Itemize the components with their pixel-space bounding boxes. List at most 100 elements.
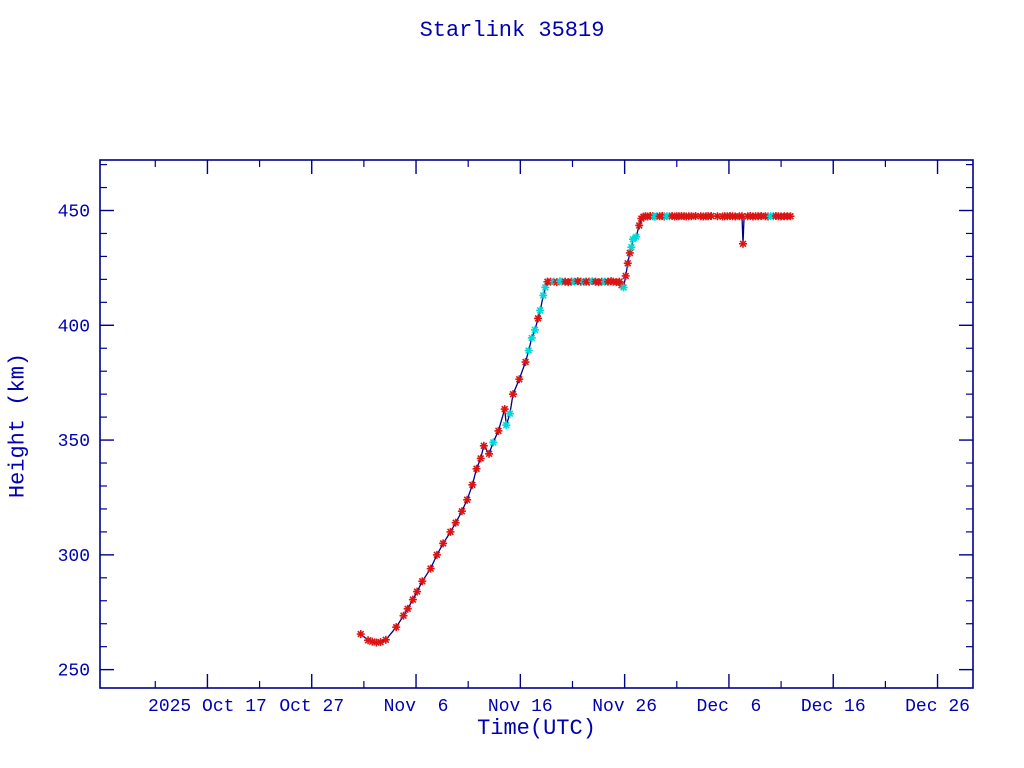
- marker-stroke: [409, 596, 417, 604]
- data-point-marker: [408, 595, 417, 604]
- data-point-marker: [356, 630, 365, 639]
- data-point-marker: [625, 248, 634, 257]
- x-tick-label: Dec 16: [801, 697, 866, 717]
- x-axis-title: Time(UTC): [477, 716, 596, 741]
- data-point-marker: [476, 454, 485, 463]
- marker-stroke: [525, 347, 533, 355]
- marker-stroke: [620, 283, 628, 291]
- y-tick-label: 300: [58, 547, 90, 567]
- marker-stroke: [624, 259, 632, 267]
- marker-stroke: [357, 630, 365, 638]
- data-point-marker: [536, 306, 545, 315]
- data-point-marker: [502, 421, 511, 430]
- data-point-marker: [485, 449, 494, 458]
- marker-stroke: [494, 427, 502, 435]
- data-point-marker: [451, 518, 460, 527]
- marker-stroke: [485, 450, 493, 458]
- data-point-marker: [489, 438, 498, 447]
- data-point-marker: [786, 212, 795, 221]
- marker-stroke: [515, 375, 523, 383]
- data-point-marker: [539, 291, 548, 300]
- data-point-marker: [418, 577, 427, 586]
- data-point-marker: [381, 635, 390, 644]
- marker-stroke: [627, 243, 635, 251]
- data-point-marker: [432, 550, 441, 559]
- marker-stroke: [502, 421, 510, 429]
- data-point-marker: [413, 587, 422, 596]
- marker-stroke: [534, 314, 542, 322]
- data-point-marker: [463, 495, 472, 504]
- x-tick-label: Dec 6: [697, 697, 762, 717]
- data-point-marker: [479, 441, 488, 450]
- marker-stroke: [506, 410, 514, 418]
- marker-stroke: [452, 519, 460, 527]
- data-point-marker: [524, 346, 533, 355]
- data-point-marker: [392, 623, 401, 632]
- marker-stroke: [509, 390, 517, 398]
- marker-stroke: [477, 454, 485, 462]
- y-tick-label: 450: [58, 203, 90, 223]
- data-point-marker: [446, 527, 455, 536]
- data-point-marker: [515, 375, 524, 384]
- data-point-marker: [632, 232, 641, 241]
- plot-frame: [99, 159, 974, 689]
- marker-stroke: [413, 588, 421, 596]
- marker-stroke: [635, 221, 643, 229]
- x-tick-label: Dec 26: [905, 697, 970, 717]
- marker-stroke: [738, 212, 746, 220]
- marker-stroke: [536, 306, 544, 314]
- marker-stroke: [739, 240, 747, 248]
- x-tick-label: Nov 16: [488, 697, 553, 717]
- data-point-marker: [527, 333, 536, 342]
- data-point-marker: [509, 390, 518, 399]
- data-point-marker: [739, 239, 748, 248]
- data-point-marker: [623, 259, 632, 268]
- data-point-marker: [426, 564, 435, 573]
- data-point-marker: [500, 405, 509, 414]
- data-point-marker: [472, 464, 481, 473]
- marker-stroke: [632, 233, 640, 241]
- marker-stroke: [458, 507, 466, 515]
- marker-stroke: [787, 212, 794, 220]
- marker-stroke: [531, 326, 539, 334]
- marker-stroke: [501, 405, 509, 413]
- y-tick-label: 400: [58, 317, 90, 337]
- marker-stroke: [382, 636, 390, 644]
- marker-stroke: [439, 539, 447, 547]
- marker-stroke: [522, 358, 530, 366]
- data-point-marker: [521, 358, 530, 367]
- marker-stroke: [418, 577, 426, 585]
- data-point-marker: [619, 283, 628, 292]
- data-point-marker: [457, 507, 466, 516]
- data-point-marker: [468, 480, 477, 489]
- marker-stroke: [489, 438, 497, 446]
- data-point-marker: [627, 243, 636, 252]
- marker-stroke: [400, 612, 407, 620]
- chart-title: Starlink 35819: [419, 18, 605, 43]
- marker-stroke: [707, 212, 715, 220]
- data-point-marker: [399, 611, 408, 620]
- marker-stroke: [480, 442, 488, 450]
- y-tick-label: 350: [58, 432, 90, 452]
- marker-stroke: [433, 551, 441, 559]
- data-point-marker: [621, 271, 630, 280]
- marker-stroke: [463, 496, 471, 504]
- data-point-marker: [494, 426, 503, 435]
- data-point-marker: [635, 221, 644, 230]
- marker-stroke: [427, 565, 435, 573]
- marker-stroke: [622, 272, 630, 280]
- marker-stroke: [539, 291, 547, 299]
- marker-stroke: [473, 465, 480, 473]
- data-point-marker: [505, 409, 514, 418]
- data-point-marker: [534, 314, 543, 323]
- marker-stroke: [528, 334, 536, 342]
- marker-stroke: [392, 623, 400, 631]
- marker-stroke: [446, 528, 454, 536]
- data-point-marker: [403, 604, 412, 613]
- data-point-marker: [530, 325, 539, 334]
- marker-stroke: [615, 278, 623, 286]
- x-tick-label: 2025 Oct 17: [148, 697, 267, 717]
- y-tick-label: 250: [58, 662, 90, 682]
